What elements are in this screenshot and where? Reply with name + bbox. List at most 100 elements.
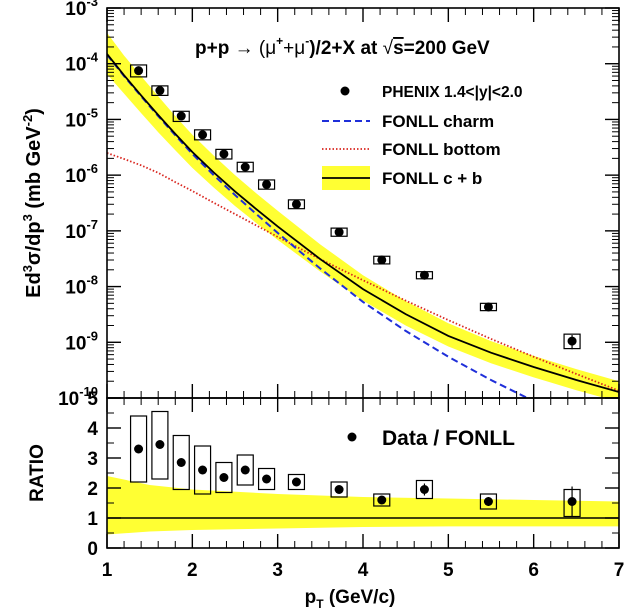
lower-y-ticks: 0 1 2 3 4 5 [87,389,619,560]
data-point [377,255,387,265]
data-point [155,86,165,96]
upper-plot-frame [106,7,620,399]
xlabel-part-1: p [305,587,317,608]
ratio-sys-box [172,434,190,491]
data-sys-box [151,85,169,96]
lower-y-axis-title: RATIO [27,444,48,502]
data-point [219,149,229,159]
fonll-curves [107,53,619,398]
ratio-band [107,476,619,535]
data-sys-box [172,110,190,123]
ylabel-part-7: ) [23,108,45,115]
data-point [176,111,186,121]
ratio-y-tick-label: 5 [87,389,98,410]
data-point [567,336,577,346]
ratio-point [291,477,301,487]
upper-x-ticks [106,8,620,398]
x-tick-label: 3 [272,560,283,581]
ylabel-part-3: σ/dp [23,221,45,265]
ratio-y-tick-label: 3 [87,449,98,470]
y-tick-label: 10-10 [58,384,98,410]
fonll-cb-band [107,32,619,398]
y-tick-label: 10-6 [65,161,98,187]
y-tick-label: 10-3 [65,0,98,20]
xlabel-part-3: (GeV/c) [324,587,396,608]
fonll-bottom-curve [107,152,619,392]
ratio-sys-box [330,481,348,498]
data-point [262,179,272,189]
ratio-data-points [129,410,581,518]
ratio-sys-box [479,493,498,510]
legend-label-bottom: FONLL bottom [382,140,501,159]
ylabel-part-1: Ed [23,272,45,298]
data-sys-box [129,64,148,78]
ratio-point [240,465,250,475]
data-sys-box [193,129,212,141]
x-tick-label: 6 [528,560,539,581]
data-sys-box [215,148,233,160]
ratio-sys-box [415,479,434,500]
data-point [291,199,301,209]
upper-y-ticks: 10-10 10-9 10-8 10-7 10-6 10-5 10-4 10-3 [58,0,619,410]
ratio-point [176,458,186,467]
fonll-cb-uncertainty-band [107,32,619,398]
ratio-sys-box [236,454,254,486]
legend-marker-phenix [340,86,350,96]
ratio-point [377,495,387,505]
ratio-y-tick-label: 2 [87,479,98,500]
data-point [134,66,144,76]
y-tick-label: 10-5 [65,105,98,131]
x-tick-label: 1 [102,560,113,581]
data-sys-box [236,161,254,173]
data-point [198,130,208,140]
legend-label-phenix: PHENIX 1.4<|y|<2.0 [382,84,523,101]
ratio-point [155,440,165,449]
x-tick-label: 5 [443,560,454,581]
phenix-data-points [129,64,581,350]
lower-x-ticks: 1 2 3 4 5 6 7 [102,398,625,581]
ratio-y-tick-label: 4 [87,419,98,440]
ratio-point [198,465,208,475]
x-tick-label: 2 [187,560,198,581]
upper-y-axis-title: Ed3σ/dp3 (mb GeV-2) [20,108,45,298]
ylabel-part-5: (mb GeV [23,126,45,214]
ratio-sys-box [215,461,233,494]
ratio-y-tick-label: 0 [87,539,98,560]
ratio-point [419,485,429,494]
x-tick-label: 7 [614,560,625,581]
data-point [334,227,344,237]
ylabel-part-6: -2 [20,115,35,127]
lower-panel: 0 1 2 3 4 5 1 2 3 4 5 6 7 RATIO Data / FONLL pT (Ge… [27,389,624,611]
y-tick-label: 10-9 [65,328,98,354]
ratio-sys-box [129,415,148,483]
y-tick-label: 10-4 [65,50,98,76]
ratio-sys-box [287,473,306,491]
ratio-sys-box [373,493,391,507]
data-point [240,162,250,172]
data-point [419,270,429,280]
figure-title: p+p → (μ++μ-)/2+X at √s=200 GeV [195,34,490,59]
data-point [483,302,493,312]
fonll-charm-curve [107,54,530,398]
xlabel-part-2: T [316,597,324,611]
ratio-uncertainty-band [107,476,619,535]
ratio-point [219,473,229,482]
legend-label-charm: FONLL charm [382,112,494,131]
ratio-y-tick-label: 1 [87,509,98,530]
upper-legend: PHENIX 1.4<|y|<2.0 FONLL charm FONLL bot… [322,84,523,190]
ratio-sys-box [193,445,212,495]
ratio-point [262,474,272,484]
ratio-point [567,497,577,506]
legend-label-cb: FONLL c + b [382,169,482,188]
fonll-cb-curve [107,53,619,393]
x-axis-title: pT (GeV/c) [305,587,396,611]
ylabel-part-4: 3 [20,214,35,221]
data-sys-box [257,179,276,190]
ratio-sys-box [151,410,169,480]
y-tick-label: 10-7 [65,217,98,243]
legend-marker-ratio [347,432,357,442]
legend-label-ratio: Data / FONLL [382,427,515,450]
ylabel-part-2: 3 [20,265,35,272]
